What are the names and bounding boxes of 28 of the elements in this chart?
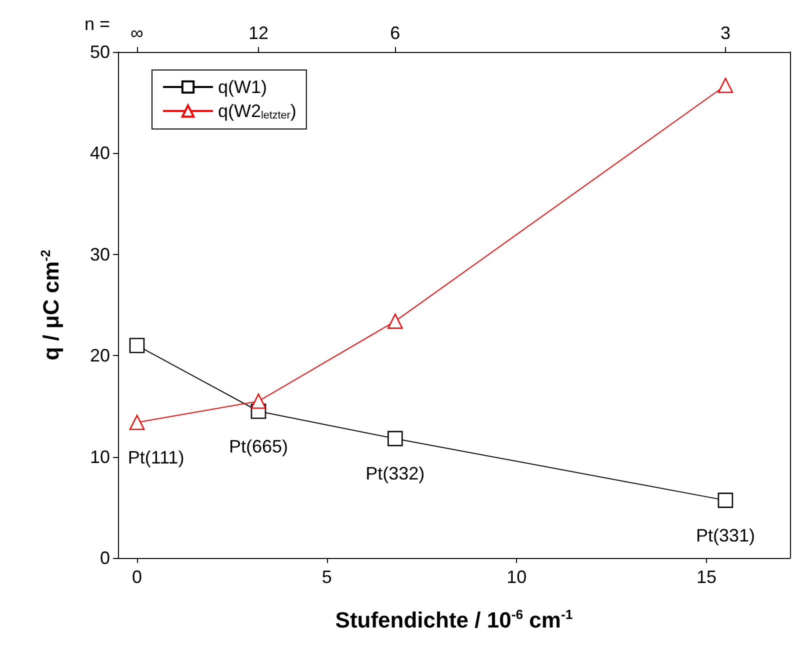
x-tick-label: 10 (506, 567, 527, 587)
x-tick-label: 0 (132, 567, 142, 587)
y-tick-label: 40 (90, 143, 110, 164)
y-tick-label: 30 (90, 244, 110, 264)
point (388, 430, 403, 446)
point (718, 492, 734, 508)
point (718, 78, 734, 94)
point (129, 414, 145, 430)
y-tick-label: 0 (100, 548, 110, 568)
annotation: Pt(665) (228, 436, 288, 456)
text: 3 (720, 23, 730, 43)
y-tick-label: 50 (90, 42, 110, 62)
annotation: Pt(331) (696, 525, 755, 546)
text: ∞ (130, 23, 144, 43)
annotation: Pt(332) (366, 464, 425, 484)
legend-label: q(W1) (218, 77, 267, 97)
y-tick-label: 10 (90, 446, 110, 467)
text: 6 (390, 23, 400, 43)
text: n = (84, 14, 110, 34)
text: 12 (248, 23, 268, 43)
point (388, 314, 403, 329)
annotation: Pt(111) (128, 447, 184, 468)
x-tick-label: 5 (322, 567, 332, 587)
x-tick-label: 15 (696, 567, 716, 587)
y-tick-label: 20 (90, 346, 110, 366)
point (129, 338, 145, 354)
point (250, 393, 266, 409)
y-axis-title: q / μC cm-2 (38, 250, 64, 360)
